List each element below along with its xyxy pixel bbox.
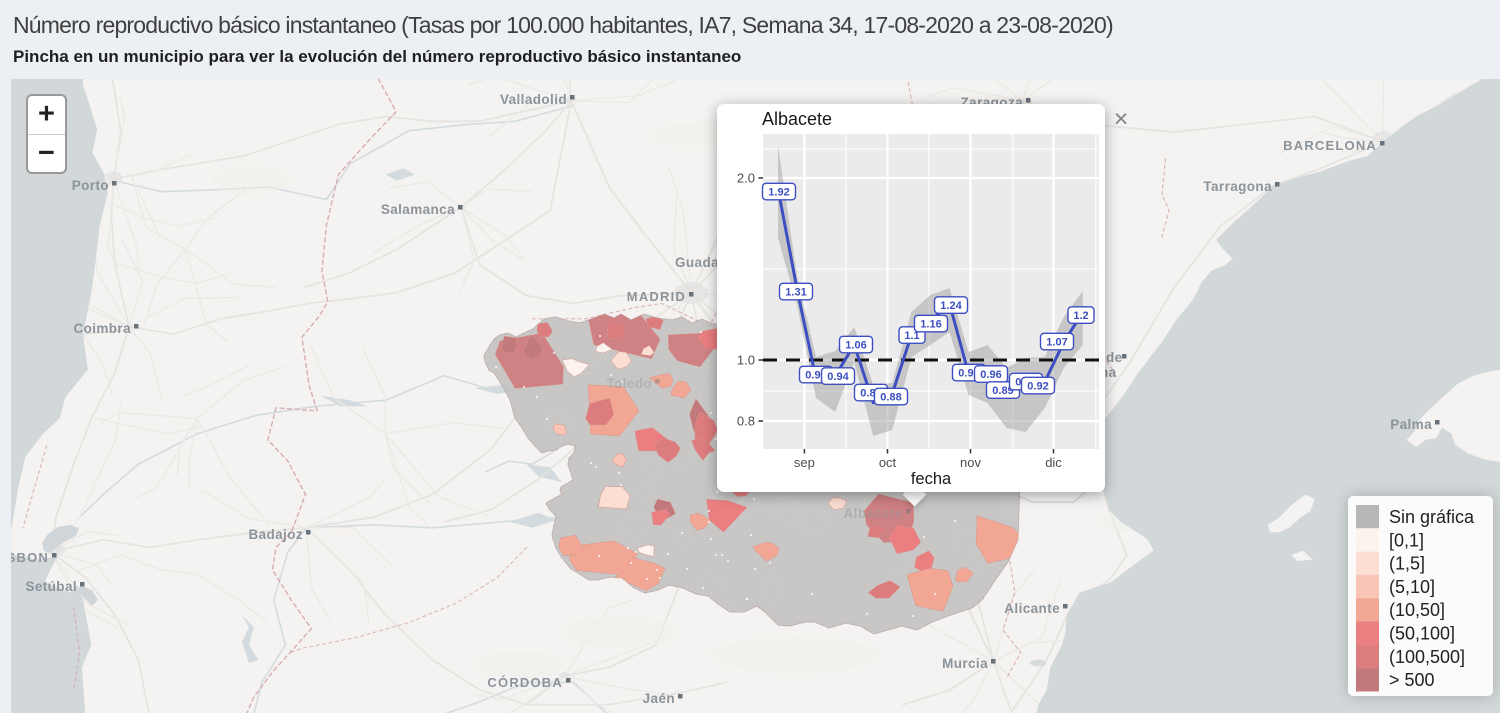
svg-text:Palma: Palma <box>1390 417 1432 432</box>
svg-text:Alicante: Alicante <box>1004 601 1060 616</box>
svg-text:0.96: 0.96 <box>980 369 1001 381</box>
svg-text:Porto: Porto <box>72 178 109 193</box>
svg-text:fecha: fecha <box>911 470 952 488</box>
svg-text:1.31: 1.31 <box>785 287 806 299</box>
svg-text:(100,500]: (100,500] <box>1389 647 1465 667</box>
svg-text:sep: sep <box>794 455 815 470</box>
svg-text:[0,1]: [0,1] <box>1389 530 1424 550</box>
svg-text:Valladolid: Valladolid <box>500 92 567 107</box>
svg-text:0.92: 0.92 <box>1027 381 1048 393</box>
svg-text:(50,100]: (50,100] <box>1389 624 1455 644</box>
svg-text:(1,5]: (1,5] <box>1389 554 1425 574</box>
svg-text:1.2: 1.2 <box>1073 310 1088 322</box>
svg-text:0.94: 0.94 <box>827 371 849 383</box>
svg-text:Murcia: Murcia <box>942 656 988 671</box>
svg-text:MADRID: MADRID <box>627 289 686 304</box>
svg-text:1.06: 1.06 <box>845 340 866 352</box>
svg-text:de: de <box>1106 350 1123 365</box>
svg-text:Coimbra: Coimbra <box>73 321 131 336</box>
svg-text:Tarragona: Tarragona <box>1203 179 1272 194</box>
svg-text:0.89: 0.89 <box>992 385 1013 397</box>
svg-text:Toledo: Toledo <box>606 376 652 391</box>
svg-text:Badajoz: Badajoz <box>248 527 303 542</box>
svg-text:Setúbal: Setúbal <box>25 579 77 594</box>
svg-text:Albacete: Albacete <box>762 109 832 129</box>
svg-text:(10,50]: (10,50] <box>1389 600 1445 620</box>
svg-text:nov: nov <box>960 455 981 470</box>
svg-text:1.0: 1.0 <box>737 353 755 368</box>
svg-text:1.16: 1.16 <box>920 319 941 331</box>
svg-text:1.1: 1.1 <box>904 330 919 342</box>
svg-text:Jaén: Jaén <box>643 691 675 706</box>
svg-text:2.0: 2.0 <box>737 171 755 186</box>
svg-text:dic: dic <box>1045 455 1062 470</box>
svg-text:1.07: 1.07 <box>1046 337 1067 349</box>
svg-text:Salamanca: Salamanca <box>381 202 455 217</box>
svg-text:BARCELONA: BARCELONA <box>1283 138 1377 153</box>
svg-text:0.88: 0.88 <box>880 392 901 404</box>
svg-text:0.8: 0.8 <box>737 414 755 429</box>
svg-text:Albacete: Albacete <box>844 506 904 521</box>
svg-text:oct: oct <box>879 455 897 470</box>
svg-text:1.24: 1.24 <box>940 300 962 312</box>
svg-text:1.92: 1.92 <box>768 187 789 199</box>
svg-text:CÓRDOBA: CÓRDOBA <box>487 675 563 690</box>
svg-text:Sin gráfica: Sin gráfica <box>1389 507 1475 527</box>
svg-text:> 500: > 500 <box>1389 670 1435 690</box>
svg-text:LISBON: LISBON <box>11 550 49 565</box>
svg-text:(5,10]: (5,10] <box>1389 577 1435 597</box>
